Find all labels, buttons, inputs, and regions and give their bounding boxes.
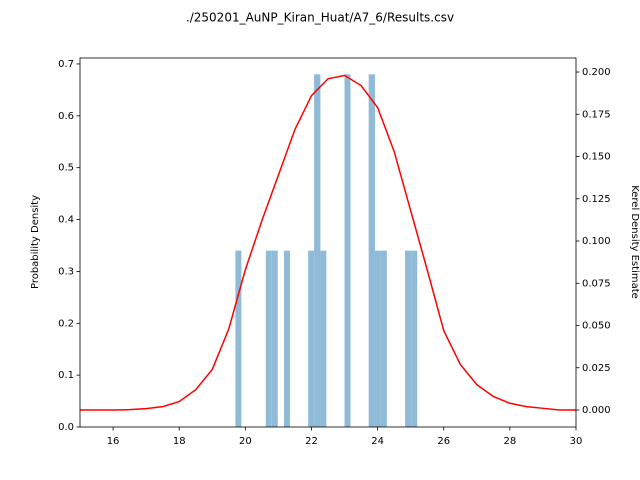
y2-tick-label: 0.150 [582,152,611,163]
y2-tick-label: 0.050 [582,321,611,332]
y2-tick-label: 0.200 [582,67,611,78]
y-tick-label: 0.5 [58,163,74,174]
plot-frame [79,57,577,428]
x-tick-label: 30 [570,436,583,447]
bar [284,250,290,427]
y2-tick-label: 0.000 [582,405,611,416]
bar [314,74,321,427]
bar [308,250,315,427]
y-tick-label: 0.2 [58,318,74,329]
y2-tick-label: 0.075 [582,278,611,289]
bar [344,74,351,427]
kde-line [80,74,576,411]
chart-title: ./250201_AuNP_Kiran_Huat/A7_6/Results.cs… [186,11,454,25]
x-tick-label: 20 [239,436,252,447]
bar [405,250,412,427]
bar [320,250,327,427]
y2-tick-label: 0.175 [582,109,611,120]
y-tick-label: 0.7 [58,59,74,70]
x-tick-label: 22 [305,436,318,447]
y2-axis-label: Kerel Density Estimate [629,185,640,299]
bar [368,74,375,427]
y-tick-label: 0.6 [58,111,74,122]
y2-tick-label: 0.025 [582,363,611,374]
y-axis-label: Probability Density [30,195,41,289]
x-tick-label: 16 [107,436,120,447]
x-tick-label: 28 [503,436,516,447]
bar [271,250,278,427]
x-tick-label: 26 [437,436,450,447]
y2-tick-label: 0.125 [582,194,611,205]
bar [235,250,242,427]
y-tick-label: 0.4 [58,215,74,226]
bar [380,250,387,427]
bar [374,250,381,427]
bar [411,250,418,427]
x-tick-label: 24 [371,436,384,447]
y-tick-label: 0.1 [58,370,74,381]
y-tick-label: 0.0 [58,422,74,433]
y2-tick-label: 0.100 [582,236,611,247]
x-tick-label: 18 [173,436,186,447]
bar [265,250,272,427]
y-tick-label: 0.3 [58,266,74,277]
